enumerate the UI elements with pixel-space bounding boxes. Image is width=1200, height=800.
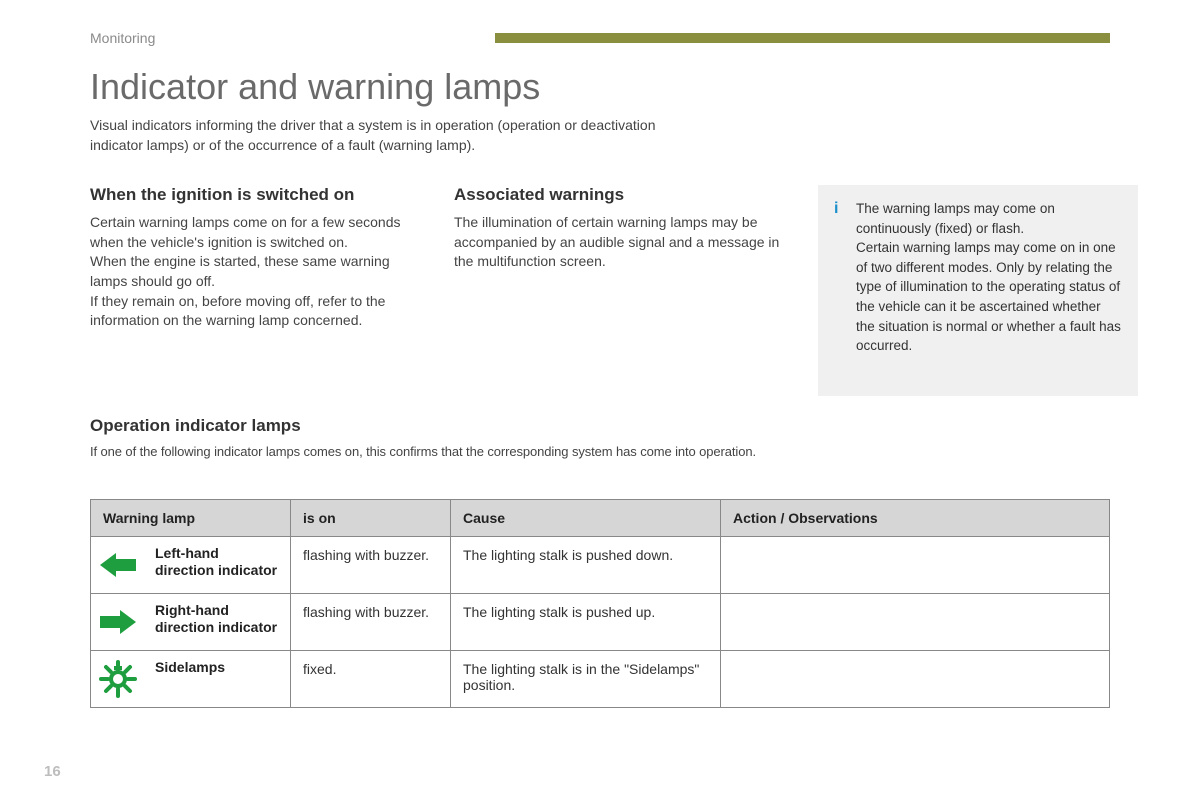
col-ignition-heading: When the ignition is switched on: [90, 185, 430, 205]
col-ignition-p1: Certain warning lamps come on for a few …: [90, 213, 430, 252]
lamp-cell: Right-hand direction indicator: [91, 593, 291, 650]
section-label: Monitoring: [90, 30, 155, 46]
cell-cause: The lighting stalk is pushed down.: [451, 536, 721, 593]
col-ignition: When the ignition is switched on Certain…: [90, 185, 430, 331]
th-warning-lamp: Warning lamp: [91, 499, 291, 536]
cell-is-on: fixed.: [291, 650, 451, 707]
table-row: Sidelampsfixed.The lighting stalk is in …: [91, 650, 1110, 707]
cell-action: [721, 650, 1110, 707]
lamp-table: Warning lamp is on Cause Action / Observ…: [90, 499, 1110, 708]
arrow-left-icon: [91, 537, 145, 593]
table-row: Right-hand direction indicatorflashing w…: [91, 593, 1110, 650]
lamp-cell: Left-hand direction indicator: [91, 536, 291, 593]
cell-cause: The lighting stalk is in the "Sidelamps"…: [451, 650, 721, 707]
cell-cause: The lighting stalk is pushed up.: [451, 593, 721, 650]
th-cause: Cause: [451, 499, 721, 536]
col-associated-p1: The illumination of certain warning lamp…: [454, 213, 794, 272]
operation-section: Operation indicator lamps If one of the …: [90, 416, 1110, 708]
operation-heading: Operation indicator lamps: [90, 416, 1110, 436]
cell-action: [721, 593, 1110, 650]
col-associated-heading: Associated warnings: [454, 185, 794, 205]
lamp-label: Sidelamps: [145, 651, 290, 707]
info-box: i The warning lamps may come on continuo…: [818, 185, 1138, 396]
intro-text: Visual indicators informing the driver t…: [90, 116, 710, 155]
header-bar: [495, 33, 1110, 43]
lamp-label: Left-hand direction indicator: [145, 537, 290, 593]
info-p2: Certain warning lamps may come on in one…: [856, 238, 1122, 355]
page-number: 16: [44, 763, 61, 780]
page-title: Indicator and warning lamps: [90, 66, 1110, 108]
page-header: Monitoring: [90, 30, 1110, 46]
arrow-right-icon: [91, 594, 145, 650]
cell-is-on: flashing with buzzer.: [291, 593, 451, 650]
cell-action: [721, 536, 1110, 593]
lamp-label: Right-hand direction indicator: [145, 594, 290, 650]
sidelamp-icon: [91, 651, 145, 707]
col-ignition-p2: When the engine is started, these same w…: [90, 252, 430, 291]
operation-intro: If one of the following indicator lamps …: [90, 444, 1110, 459]
cell-is-on: flashing with buzzer.: [291, 536, 451, 593]
info-p1: The warning lamps may come on continuous…: [856, 199, 1122, 238]
lamp-cell: Sidelamps: [91, 650, 291, 707]
th-action: Action / Observations: [721, 499, 1110, 536]
col-associated: Associated warnings The illumination of …: [454, 185, 794, 272]
th-is-on: is on: [291, 499, 451, 536]
table-row: Left-hand direction indicatorflashing wi…: [91, 536, 1110, 593]
info-icon: i: [834, 197, 846, 220]
col-ignition-p3: If they remain on, before moving off, re…: [90, 292, 430, 331]
